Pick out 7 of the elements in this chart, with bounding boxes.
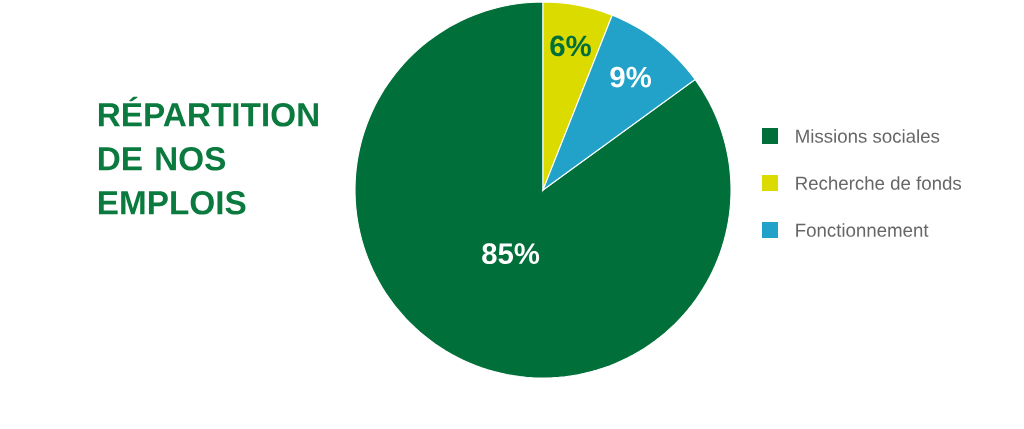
legend-label: Missions sociales [796, 129, 940, 143]
text: RÉPARTITION DE NOS EMPLOIS [98, 96, 318, 215]
data-label: 6% [550, 35, 591, 57]
legend-label: Fonctionnement [796, 223, 929, 237]
data-label: 85% [482, 243, 540, 265]
data-label: 9% [610, 66, 651, 88]
legend-label: Recherche de fonds [796, 176, 962, 190]
